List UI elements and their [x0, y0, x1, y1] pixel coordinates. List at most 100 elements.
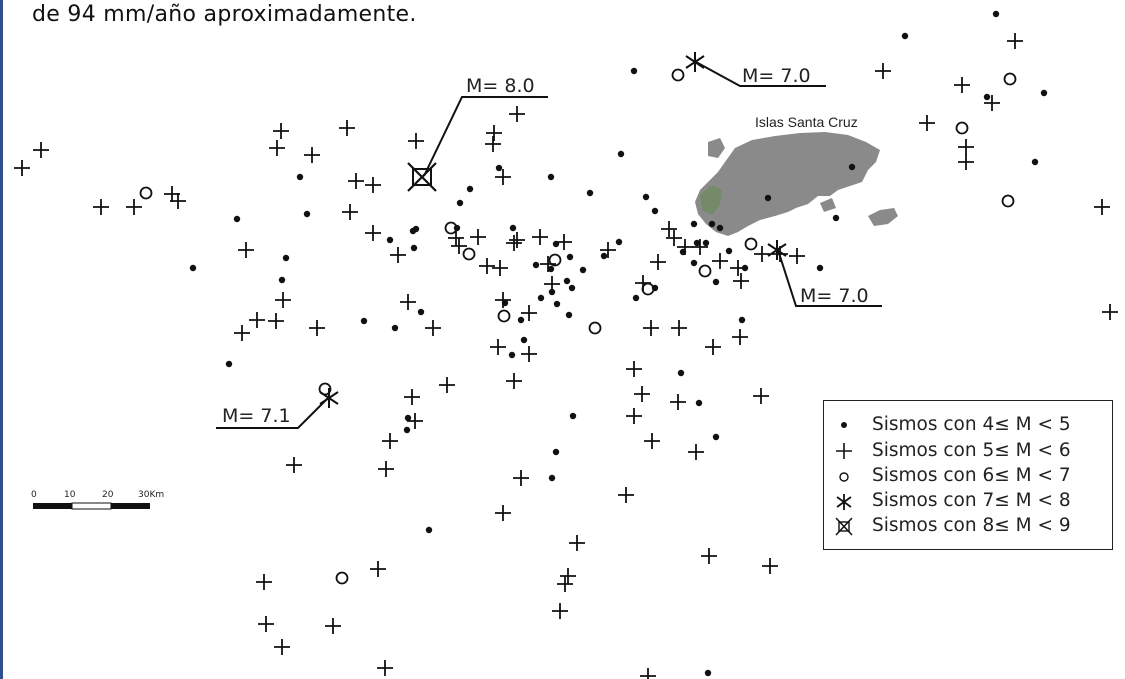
island-main [695, 132, 880, 236]
quake-plus [470, 229, 486, 245]
quake-plus [400, 294, 416, 310]
mag-7-8-markers [319, 52, 787, 408]
quake-plus [1094, 199, 1110, 215]
quake-plus [1007, 33, 1023, 49]
callout-m70a-label: M= 7.0 [742, 65, 811, 87]
quake-dot [615, 238, 623, 246]
island-small-2 [820, 198, 836, 212]
scale-bar: 0 10 20 30Km [30, 488, 190, 518]
quake-plus [626, 408, 642, 424]
quake-circle [139, 186, 153, 200]
quake-dot [404, 414, 412, 422]
quake-plus [14, 160, 30, 176]
quake-dot [983, 93, 991, 101]
legend-item-plus: Sismos con 5≤ M < 6 [824, 439, 1114, 463]
callout-m70b-label: M= 7.0 [800, 285, 869, 307]
quake-plus [762, 558, 778, 574]
quake-plus [557, 576, 573, 592]
quake-plus [170, 193, 186, 209]
quake-plus [540, 256, 556, 272]
quake-dot [456, 199, 464, 207]
dot-icon [841, 422, 847, 428]
circle-icon [839, 472, 849, 482]
quake-plus [325, 618, 341, 634]
quake-plus [661, 221, 677, 237]
quake-plus [370, 561, 386, 577]
quake-circle [335, 571, 349, 585]
quake-plus [506, 235, 522, 251]
quake-plus [560, 568, 576, 584]
scale-segment-2 [71, 502, 112, 510]
quake-plus [513, 470, 529, 486]
quake-dot [630, 67, 638, 75]
legend: Sismos con 4≤ M < 5 Sismos con 5≤ M < 6 … [823, 400, 1113, 550]
quake-box-cross [407, 162, 437, 192]
scale-label-30: 30Km [138, 490, 164, 500]
quake-circle [1003, 72, 1017, 86]
quake-dot [547, 265, 555, 273]
quake-asterisk [685, 52, 705, 72]
mag-6-7-markers [139, 68, 1017, 585]
quake-plus [644, 433, 660, 449]
quake-circle [462, 247, 476, 261]
legend-label: Sismos con 8≤ M < 9 [872, 515, 1071, 536]
quake-plus [753, 388, 769, 404]
quake-plus [439, 377, 455, 393]
callout-m71 [216, 397, 329, 429]
quake-plus [958, 154, 974, 170]
quake-dot [495, 164, 503, 172]
quake-dot [712, 433, 720, 441]
callout-m80-label: M= 8.0 [466, 75, 535, 97]
quake-dot [708, 220, 716, 228]
quake-dot [233, 215, 241, 223]
quake-plus [339, 120, 355, 136]
quake-plus [521, 346, 537, 362]
quake-dot [566, 253, 574, 261]
quake-plus [640, 668, 656, 679]
quake-dot [704, 669, 712, 677]
quake-plus [701, 548, 717, 564]
quake-dot [764, 194, 772, 202]
quake-dot [738, 316, 746, 324]
scale-segment-3 [111, 503, 150, 509]
callout-m70a [695, 61, 826, 87]
scale-segment-1 [33, 503, 72, 509]
quake-plus [650, 254, 666, 270]
quake-dot [816, 264, 824, 272]
quake-dot [1040, 89, 1048, 97]
quake-plus [634, 386, 650, 402]
quake-dot [417, 308, 425, 316]
quake-dot [1031, 158, 1039, 166]
quake-circle [588, 321, 602, 335]
quake-plus [712, 253, 728, 269]
quake-plus [451, 238, 467, 254]
header-text: de 94 mm/año aproximadamente. [32, 2, 417, 27]
island-small-3 [868, 208, 898, 226]
quake-dot [509, 224, 517, 232]
quake-dot [832, 214, 840, 222]
quake-circle [955, 121, 969, 135]
quake-dot [403, 426, 411, 434]
quake-plus [600, 242, 616, 258]
quake-plus [268, 313, 284, 329]
quake-dot [360, 317, 368, 325]
quake-plus [348, 173, 364, 189]
quake-plus [532, 229, 548, 245]
quake-dot [189, 264, 197, 272]
quake-dot [552, 448, 560, 456]
quake-dot [508, 351, 516, 359]
quake-dot [992, 10, 1000, 18]
quake-plus [521, 305, 537, 321]
plus-icon [836, 443, 852, 459]
legend-label: Sismos con 5≤ M < 6 [872, 440, 1071, 461]
quake-plus [495, 292, 511, 308]
quake-dot [517, 316, 525, 324]
quake-plus [958, 139, 974, 155]
quake-dot [677, 369, 685, 377]
quake-plus [93, 199, 109, 215]
quake-dot [303, 210, 311, 218]
quake-plus [404, 389, 420, 405]
quake-dot [690, 259, 698, 267]
quake-dot [409, 227, 417, 235]
